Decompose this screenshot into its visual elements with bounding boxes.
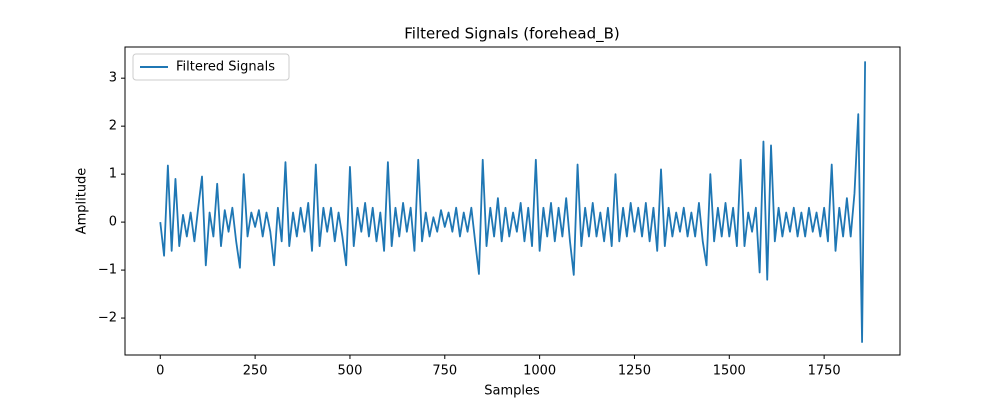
- plot-frame: [124, 46, 901, 356]
- y-tick-label: −1: [98, 263, 117, 278]
- y-tick-label: 0: [109, 215, 117, 230]
- x-tick-label: 1750: [808, 364, 841, 379]
- chart-title: Filtered Signals (forehead_B): [404, 25, 619, 44]
- y-tick-label: −2: [98, 311, 117, 326]
- x-tick-label: 1250: [618, 364, 651, 379]
- legend-box: [132, 53, 290, 81]
- x-tick-label: 750: [432, 364, 457, 379]
- legend: Filtered Signals: [132, 53, 290, 81]
- x-axis-label: Samples: [484, 384, 540, 399]
- y-tick-label: 3: [109, 71, 117, 86]
- y-tick-label: 2: [109, 119, 117, 134]
- x-tick-label: 1500: [713, 364, 746, 379]
- x-tick-label: 1000: [523, 364, 556, 379]
- y-axis-label: Amplitude: [75, 168, 90, 235]
- legend-label: Filtered Signals: [176, 60, 275, 75]
- x-tick-label: 250: [243, 364, 268, 379]
- signal-line: [159, 61, 866, 343]
- y-tick-label: 1: [109, 167, 117, 182]
- x-tick-label: 500: [338, 364, 363, 379]
- x-tick-label: 0: [156, 364, 164, 379]
